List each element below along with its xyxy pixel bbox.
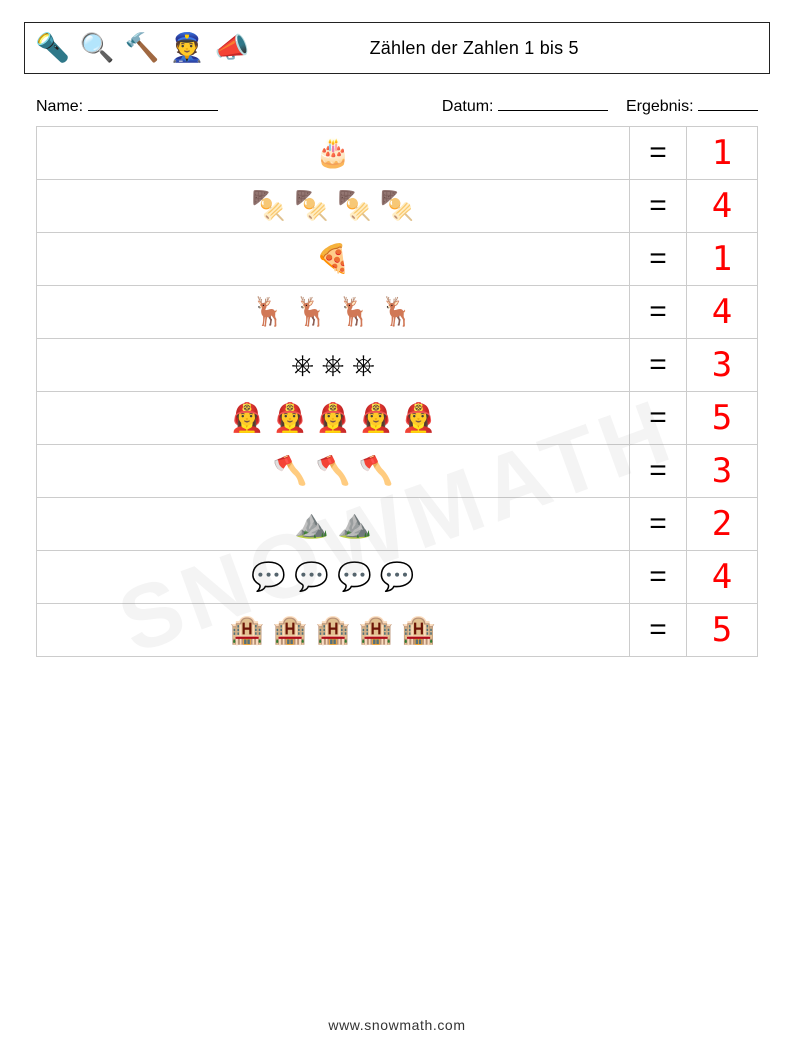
answer-cell: 1	[687, 233, 757, 285]
equals-cell: =	[630, 233, 687, 285]
table-row: ⛰️ ⛰️ =2	[37, 498, 757, 551]
counting-table: 🎂=1🍢🍢🍢🍢=4🍕=1🦌🦌🦌🦌=4⎈⎈⎈=3👩‍🚒👩‍🚒👩‍🚒👩‍🚒👩‍🚒=5…	[36, 126, 758, 657]
table-row: 🍢 🍢 🍢 🍢 =4	[37, 180, 757, 233]
count-icon: 👩‍🚒	[401, 404, 436, 432]
equals-cell: =	[630, 180, 687, 232]
count-icon: 💬	[380, 563, 415, 591]
magnifier-icon: 🔍	[80, 34, 115, 62]
equals-cell: =	[630, 392, 687, 444]
figures-cell: 🍢 🍢 🍢 🍢	[37, 180, 630, 232]
score-field: Ergebnis:	[626, 96, 758, 116]
count-icon: 🏨	[401, 616, 436, 644]
equals-cell: =	[630, 604, 687, 656]
count-icon: 🍢	[380, 192, 415, 220]
figures-cell: 💬 💬 💬 💬	[37, 551, 630, 603]
count-icon: 🍢	[294, 192, 329, 220]
table-row: 💬 💬 💬 💬 =4	[37, 551, 757, 604]
count-icon: 🪓	[273, 457, 308, 485]
count-icon: 👩‍🚒	[358, 404, 393, 432]
footer-url: www.snowmath.com	[0, 1017, 794, 1033]
flashlight-icon: 🔦	[35, 34, 70, 62]
table-row: ⎈ ⎈ ⎈ =3	[37, 339, 757, 392]
count-icon: ⎈	[352, 351, 374, 379]
figures-cell: 🎂	[37, 127, 630, 179]
date-field: Datum:	[442, 96, 608, 116]
count-icon: 👩‍🚒	[273, 404, 308, 432]
figures-cell: ⛰️ ⛰️	[37, 498, 630, 550]
name-field: Name:	[36, 96, 218, 116]
answer-cell: 5	[687, 392, 757, 444]
answer-cell: 2	[687, 498, 757, 550]
answer-cell: 3	[687, 339, 757, 391]
count-icon: 👩‍🚒	[230, 404, 265, 432]
police-icon: 👮	[170, 34, 205, 62]
score-blank[interactable]	[698, 96, 758, 111]
table-row: 🪓🪓🪓=3	[37, 445, 757, 498]
count-icon: ⎈	[291, 351, 313, 379]
count-icon: 💬	[337, 563, 372, 591]
count-icon: 🏨	[358, 616, 393, 644]
equals-cell: =	[630, 498, 687, 550]
megaphone-icon: 📣	[215, 34, 250, 62]
equals-cell: =	[630, 127, 687, 179]
header-icons: 🔦 🔍 🔨 👮 📣	[35, 34, 249, 62]
equals-cell: =	[630, 445, 687, 497]
hammer-icon: 🔨	[125, 34, 160, 62]
figures-cell: 🦌 🦌 🦌 🦌	[37, 286, 630, 338]
count-icon: 🏨	[316, 616, 351, 644]
count-icon: 🦌	[294, 298, 329, 326]
figures-cell: 🏨🏨🏨🏨🏨	[37, 604, 630, 656]
answer-cell: 4	[687, 180, 757, 232]
count-icon: 🦌	[251, 298, 286, 326]
answer-cell: 3	[687, 445, 757, 497]
answer-cell: 4	[687, 551, 757, 603]
page-title: Zählen der Zahlen 1 bis 5	[249, 38, 759, 59]
score-label: Ergebnis:	[626, 98, 694, 115]
answer-cell: 1	[687, 127, 757, 179]
figures-cell: 🪓🪓🪓	[37, 445, 630, 497]
figures-cell: 👩‍🚒👩‍🚒👩‍🚒👩‍🚒👩‍🚒	[37, 392, 630, 444]
count-icon: 💬	[294, 563, 329, 591]
count-icon: 🍕	[316, 245, 351, 273]
meta-row: Name: Datum: Ergebnis:	[36, 96, 758, 116]
count-icon: ⛰️	[294, 510, 329, 538]
date-label: Datum:	[442, 98, 494, 115]
header-bar: 🔦 🔍 🔨 👮 📣 Zählen der Zahlen 1 bis 5	[24, 22, 770, 74]
table-row: 🏨🏨🏨🏨🏨=5	[37, 604, 757, 657]
count-icon: 🎂	[316, 139, 351, 167]
answer-cell: 5	[687, 604, 757, 656]
count-icon: 💬	[251, 563, 286, 591]
count-icon: ⎈	[322, 351, 344, 379]
figures-cell: ⎈ ⎈ ⎈	[37, 339, 630, 391]
count-icon: 🦌	[337, 298, 372, 326]
count-icon: 🍢	[337, 192, 372, 220]
name-label: Name:	[36, 98, 83, 115]
count-icon: 👩‍🚒	[316, 404, 351, 432]
equals-cell: =	[630, 286, 687, 338]
answer-cell: 4	[687, 286, 757, 338]
date-blank[interactable]	[498, 96, 608, 111]
count-icon: 🍢	[251, 192, 286, 220]
equals-cell: =	[630, 339, 687, 391]
count-icon: 🏨	[230, 616, 265, 644]
count-icon: 🏨	[273, 616, 308, 644]
count-icon: 🦌	[380, 298, 415, 326]
count-icon: 🪓	[358, 457, 393, 485]
table-row: 🍕 =1	[37, 233, 757, 286]
table-row: 👩‍🚒👩‍🚒👩‍🚒👩‍🚒👩‍🚒=5	[37, 392, 757, 445]
count-icon: ⛰️	[337, 510, 372, 538]
count-icon: 🪓	[316, 457, 351, 485]
table-row: 🎂 =1	[37, 127, 757, 180]
figures-cell: 🍕	[37, 233, 630, 285]
worksheet-page: SNOWMATH 🔦 🔍 🔨 👮 📣 Zählen der Zahlen 1 b…	[0, 0, 794, 1053]
name-blank[interactable]	[88, 96, 218, 111]
table-row: 🦌 🦌 🦌 🦌 =4	[37, 286, 757, 339]
equals-cell: =	[630, 551, 687, 603]
